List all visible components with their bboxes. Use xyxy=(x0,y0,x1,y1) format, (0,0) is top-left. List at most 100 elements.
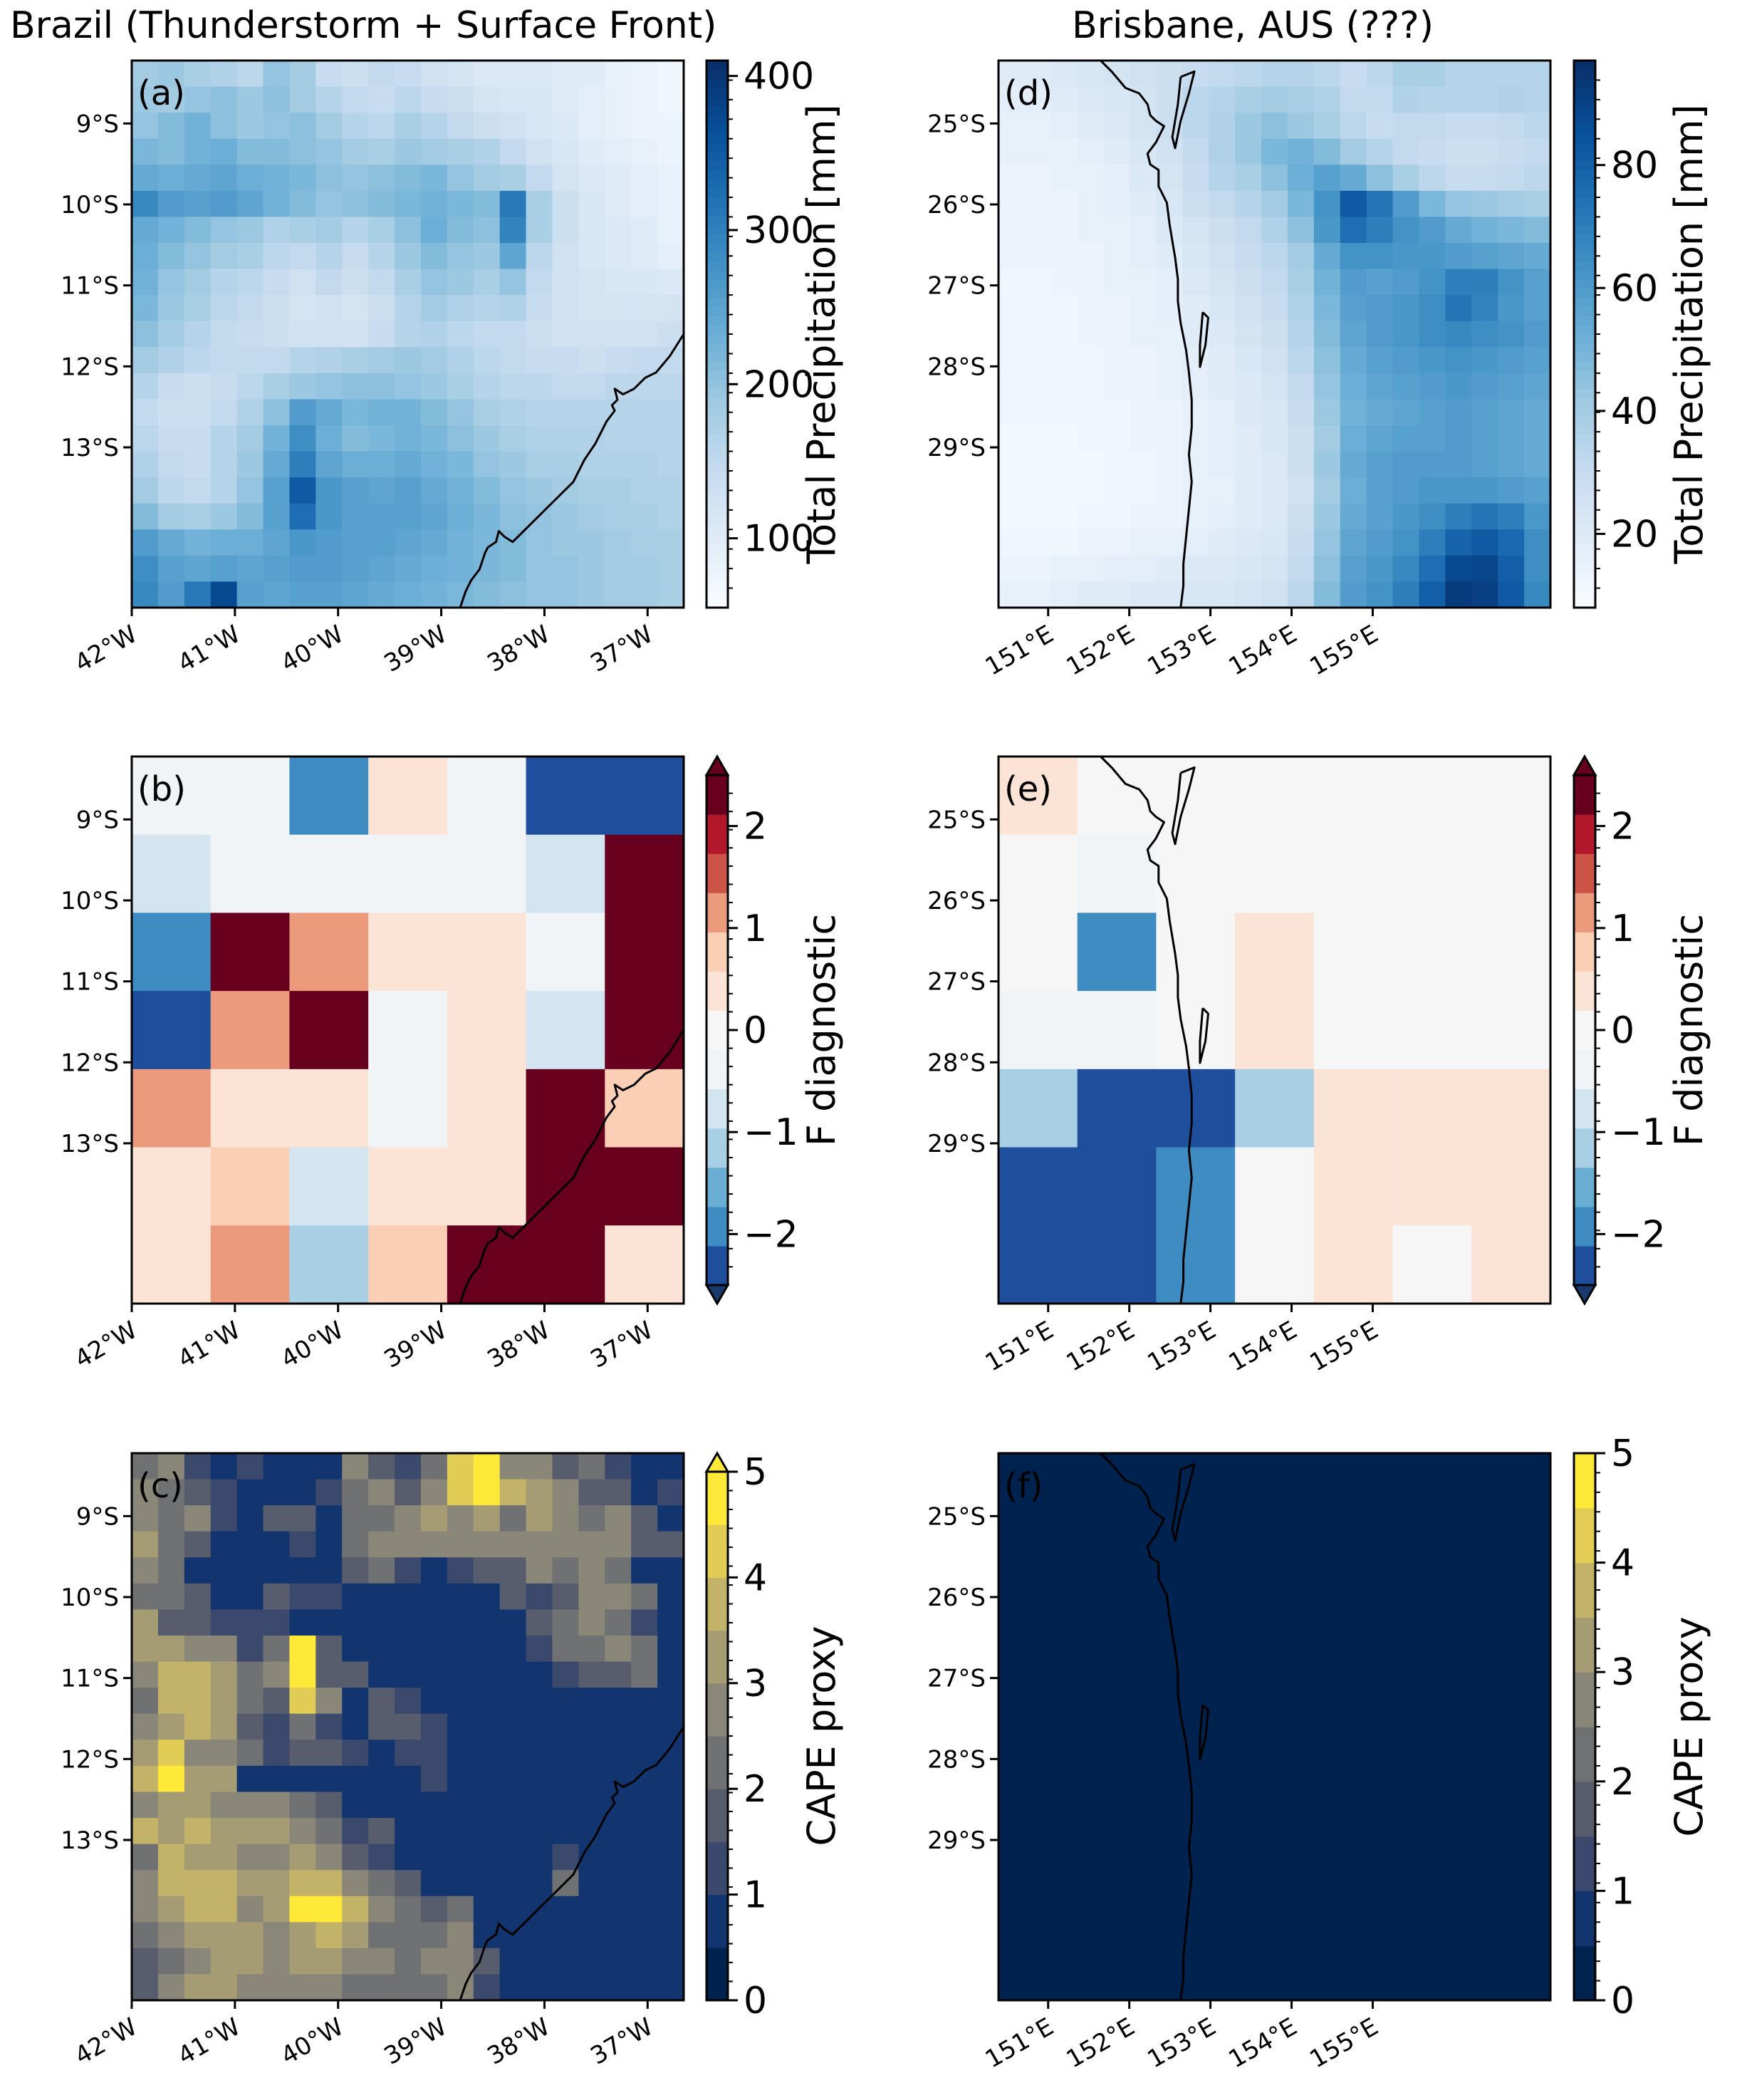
heatmap-cell xyxy=(289,243,316,270)
heatmap-cell xyxy=(998,555,1026,583)
heatmap-cell xyxy=(263,399,291,426)
plot-frame xyxy=(130,755,685,1305)
colorbar-segment xyxy=(706,571,728,581)
x-tick-label: 154°E xyxy=(1224,1316,1302,1377)
colorbar-segment xyxy=(1574,971,1595,1012)
heatmap-cell xyxy=(342,1557,369,1584)
heatmap-cell xyxy=(526,1870,553,1897)
heatmap-cell xyxy=(447,1922,474,1949)
heatmap-cell xyxy=(1077,451,1105,478)
heatmap-cell xyxy=(1050,529,1078,556)
heatmap-cell xyxy=(657,1765,684,1793)
heatmap-cell xyxy=(1077,86,1105,113)
heatmap-cell xyxy=(1340,581,1367,608)
heatmap-cell xyxy=(1050,399,1078,426)
heatmap-cell xyxy=(132,1844,159,1871)
heatmap-cell xyxy=(526,913,605,992)
heatmap-cell xyxy=(578,1688,605,1715)
heatmap-cell xyxy=(157,321,185,348)
colorbar-segment xyxy=(706,179,728,189)
heatmap-cell xyxy=(1392,1225,1472,1304)
heatmap-cell xyxy=(289,834,369,914)
heatmap-cell xyxy=(368,113,395,140)
colorbar-segment xyxy=(706,507,728,517)
heatmap-cell xyxy=(236,1636,264,1663)
heatmap-cell xyxy=(631,1557,658,1584)
heatmap-cell xyxy=(1024,165,1052,192)
colorbar-segment xyxy=(1574,1010,1595,1051)
heatmap-cell xyxy=(132,834,212,914)
heatmap-cell xyxy=(447,138,474,165)
heatmap-cell xyxy=(184,399,212,426)
colorbar-label: CAPE proxy xyxy=(799,1626,844,1846)
heatmap-cell xyxy=(289,1583,316,1611)
colorbar-segment xyxy=(1574,553,1595,563)
heatmap-cell xyxy=(1498,269,1525,296)
heatmap-cell xyxy=(368,529,395,556)
heatmap-cell xyxy=(473,1557,501,1584)
heatmap-cell xyxy=(605,1147,684,1226)
heatmap-cell xyxy=(657,1713,684,1740)
heatmap-cell xyxy=(552,1818,579,1845)
heatmap-cell xyxy=(1235,373,1262,400)
heatmap-cell xyxy=(1235,217,1262,244)
heatmap-cell xyxy=(499,1688,527,1715)
heatmap-cell xyxy=(499,1974,527,2000)
heatmap-cell xyxy=(420,243,448,270)
heatmap-cell xyxy=(1024,555,1052,583)
colorbar-segment xyxy=(1574,388,1595,399)
colorbar-segment xyxy=(1574,343,1595,353)
heatmap-cell xyxy=(263,1922,291,1949)
heatmap-cell xyxy=(998,1069,1078,1148)
colorbar-segment xyxy=(1574,234,1595,244)
heatmap-cell xyxy=(368,1636,395,1663)
heatmap-cell xyxy=(1156,451,1183,478)
heatmap-cell xyxy=(526,425,553,452)
heatmap-cell xyxy=(1392,425,1420,452)
colorbar-segment xyxy=(1574,1507,1595,1564)
heatmap-cell xyxy=(1340,190,1367,218)
colorbar-tick-label: 5 xyxy=(744,1451,767,1494)
heatmap-cell xyxy=(1235,1225,1315,1304)
heatmap-cell xyxy=(132,1661,159,1688)
heatmap-cell xyxy=(157,138,185,165)
heatmap-cell xyxy=(395,217,422,244)
heatmap-cell xyxy=(473,1974,501,2000)
heatmap-cell xyxy=(1445,399,1472,426)
colorbar-tick-label: 2 xyxy=(744,806,767,848)
heatmap-cell xyxy=(395,1531,422,1558)
heatmap-cell xyxy=(657,555,684,583)
heatmap-cell xyxy=(1156,555,1183,583)
colorbar-segment xyxy=(706,1206,728,1247)
heatmap-cell xyxy=(998,451,1026,478)
heatmap-cell xyxy=(157,1609,185,1636)
heatmap-cell xyxy=(657,190,684,218)
colorbar-segment xyxy=(1574,97,1595,107)
heatmap-cell xyxy=(263,1818,291,1845)
heatmap-cell xyxy=(499,425,527,452)
heatmap-cell xyxy=(315,1844,343,1871)
heatmap-cell xyxy=(1419,347,1446,374)
heatmap-cell xyxy=(657,86,684,113)
heatmap-cell xyxy=(342,1661,369,1688)
heatmap-cell xyxy=(184,1688,212,1715)
coastline xyxy=(1100,61,1193,608)
heatmap-cell xyxy=(315,190,343,218)
heatmap-cell xyxy=(236,1818,264,1845)
heatmap-cell xyxy=(1103,399,1131,426)
heatmap-cell xyxy=(289,1765,316,1793)
heatmap-cell xyxy=(552,1583,579,1611)
heatmap-cell xyxy=(631,581,658,608)
heatmap-cell xyxy=(526,373,553,400)
heatmap-cell xyxy=(1156,477,1183,504)
heatmap-cell xyxy=(499,295,527,322)
heatmap-cell xyxy=(605,1505,632,1532)
heatmap-cell xyxy=(157,1636,185,1663)
heatmap-cell xyxy=(263,555,291,583)
colorbar-segment xyxy=(1574,434,1595,445)
heatmap-cell xyxy=(289,217,316,244)
heatmap-cell xyxy=(1209,61,1236,88)
heatmap-cell xyxy=(315,1870,343,1897)
heatmap-cell xyxy=(552,269,579,296)
